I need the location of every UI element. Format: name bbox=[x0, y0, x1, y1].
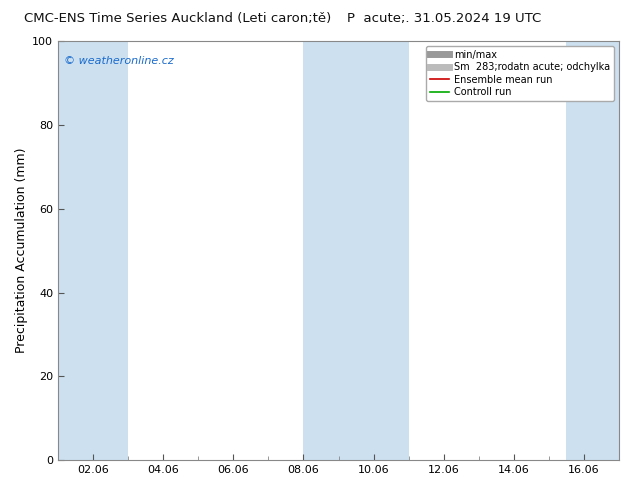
Y-axis label: Precipitation Accumulation (mm): Precipitation Accumulation (mm) bbox=[15, 148, 28, 353]
Text: © weatheronline.cz: © weatheronline.cz bbox=[63, 56, 173, 66]
Bar bbox=[566, 41, 619, 460]
Bar bbox=[58, 41, 128, 460]
Bar bbox=[304, 41, 409, 460]
Legend: min/max, Sm  283;rodatn acute; odchylka, Ensemble mean run, Controll run: min/max, Sm 283;rodatn acute; odchylka, … bbox=[426, 46, 614, 101]
Text: CMC-ENS Time Series Auckland (Leti caron;tě): CMC-ENS Time Series Auckland (Leti caron… bbox=[24, 12, 331, 25]
Text: P  acute;. 31.05.2024 19 UTC: P acute;. 31.05.2024 19 UTC bbox=[347, 12, 541, 25]
